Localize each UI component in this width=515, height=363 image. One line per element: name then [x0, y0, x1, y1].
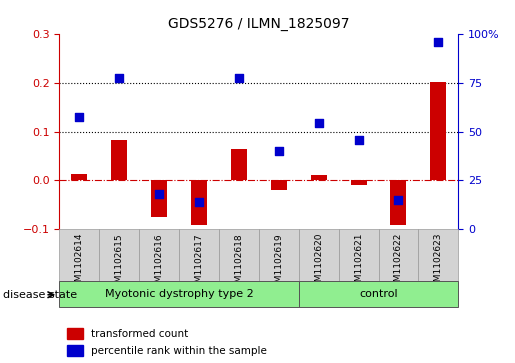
- Text: GSM1102618: GSM1102618: [234, 233, 243, 294]
- Text: GSM1102621: GSM1102621: [354, 233, 363, 293]
- Bar: [311, 175, 327, 180]
- Bar: [67, 328, 83, 339]
- Bar: [111, 140, 127, 180]
- Point: [354, 137, 363, 143]
- Bar: [271, 180, 287, 190]
- FancyBboxPatch shape: [99, 229, 139, 281]
- Text: GSM1102620: GSM1102620: [314, 233, 323, 293]
- Bar: [191, 180, 207, 225]
- FancyBboxPatch shape: [219, 229, 259, 281]
- Text: control: control: [359, 289, 398, 299]
- FancyBboxPatch shape: [339, 229, 379, 281]
- Bar: [71, 174, 87, 180]
- Text: transformed count: transformed count: [91, 329, 188, 339]
- Text: GSM1102619: GSM1102619: [274, 233, 283, 294]
- Bar: [67, 345, 83, 356]
- Text: GSM1102615: GSM1102615: [115, 233, 124, 294]
- Point: [394, 197, 403, 203]
- Bar: [151, 180, 167, 217]
- Bar: [231, 148, 247, 180]
- Point: [75, 114, 83, 120]
- FancyBboxPatch shape: [299, 281, 458, 307]
- FancyBboxPatch shape: [59, 281, 299, 307]
- Bar: [431, 82, 447, 180]
- Text: Myotonic dystrophy type 2: Myotonic dystrophy type 2: [105, 289, 253, 299]
- Text: GSM1102616: GSM1102616: [154, 233, 163, 294]
- Title: GDS5276 / ILMN_1825097: GDS5276 / ILMN_1825097: [168, 17, 350, 31]
- Point: [155, 191, 163, 197]
- FancyBboxPatch shape: [379, 229, 418, 281]
- FancyBboxPatch shape: [299, 229, 339, 281]
- Text: percentile rank within the sample: percentile rank within the sample: [91, 346, 267, 356]
- Bar: [351, 180, 367, 185]
- Point: [235, 75, 243, 81]
- Bar: [390, 180, 406, 225]
- Text: GSM1102623: GSM1102623: [434, 233, 443, 293]
- Point: [195, 199, 203, 205]
- Point: [434, 39, 442, 45]
- Text: GSM1102622: GSM1102622: [394, 233, 403, 293]
- FancyBboxPatch shape: [59, 229, 99, 281]
- FancyBboxPatch shape: [139, 229, 179, 281]
- FancyBboxPatch shape: [179, 229, 219, 281]
- Text: GSM1102617: GSM1102617: [195, 233, 203, 294]
- Text: GSM1102614: GSM1102614: [75, 233, 83, 293]
- Point: [315, 120, 323, 126]
- Text: disease state: disease state: [3, 290, 77, 300]
- Point: [274, 148, 283, 154]
- Point: [115, 75, 123, 81]
- FancyBboxPatch shape: [418, 229, 458, 281]
- FancyBboxPatch shape: [259, 229, 299, 281]
